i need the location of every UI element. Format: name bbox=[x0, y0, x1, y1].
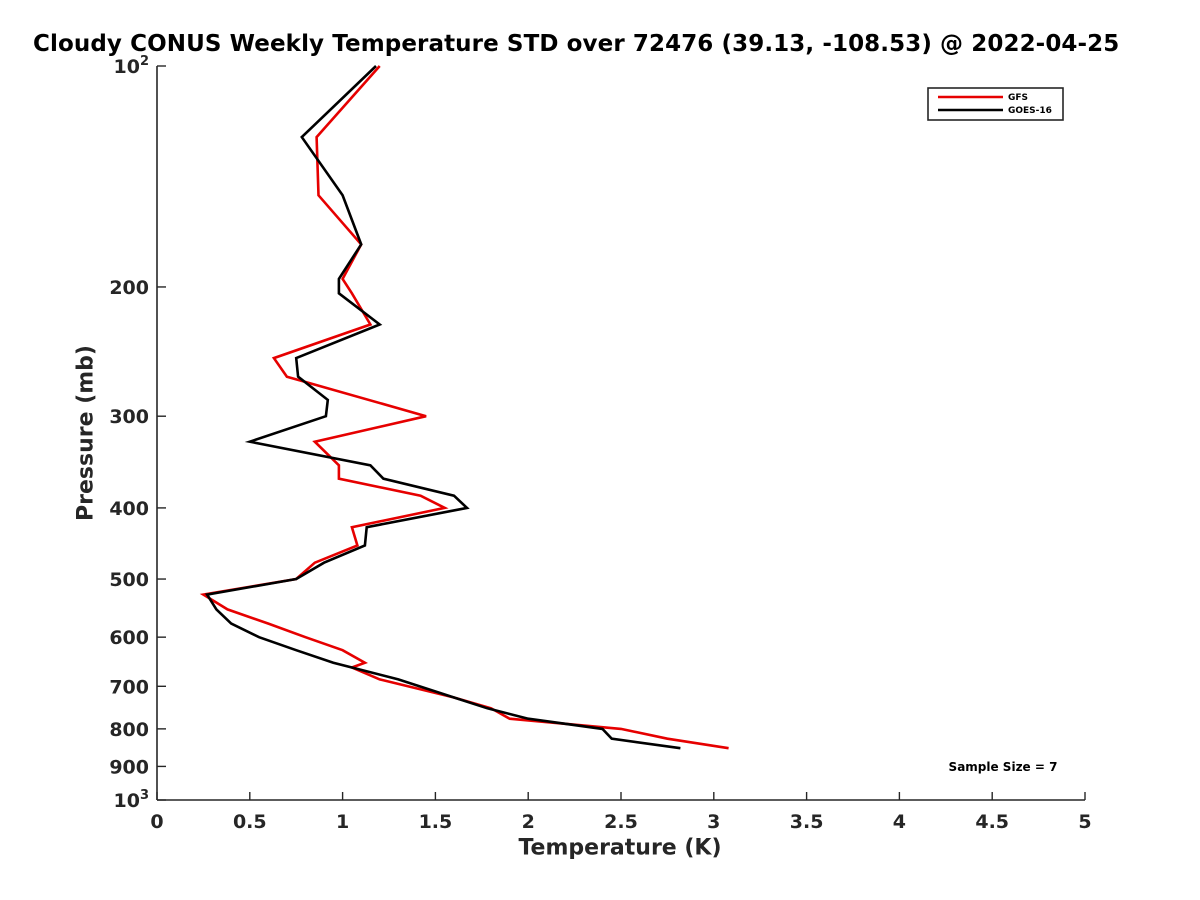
x-tick-label: 1 bbox=[336, 811, 349, 833]
y-tick-label: 400 bbox=[109, 498, 149, 520]
chart-title: Cloudy CONUS Weekly Temperature STD over… bbox=[33, 31, 1120, 57]
sample-size-annotation: Sample Size = 7 bbox=[948, 760, 1058, 774]
series-layer bbox=[199, 65, 729, 750]
series-line-gfs bbox=[199, 65, 729, 750]
y-tick-label: 700 bbox=[109, 676, 149, 698]
y-tick-label: 200 bbox=[109, 277, 149, 299]
x-tick-label: 5 bbox=[1078, 811, 1091, 833]
x-tick-label: 4.5 bbox=[975, 811, 1009, 833]
x-tick-label: 3.5 bbox=[790, 811, 824, 833]
axes-layer: 0 0.5 1 1.5 2 2.5 3 3.5 4 4.5 5 102 200 300 400 500 600 7… bbox=[109, 54, 1091, 833]
legend-label: GFS bbox=[1008, 93, 1028, 103]
x-axis-label: Temperature (K) bbox=[518, 835, 722, 861]
x-tick-label: 2.5 bbox=[604, 811, 638, 833]
legend-box bbox=[927, 87, 1064, 121]
y-tick-label: 900 bbox=[109, 756, 149, 778]
series-line-goes-16 bbox=[204, 65, 681, 750]
legend: GFS GOES-16 bbox=[927, 87, 1064, 121]
x-tick-label: 2 bbox=[522, 811, 535, 833]
x-tick-label: 4 bbox=[893, 811, 906, 833]
y-tick-label: 800 bbox=[109, 719, 149, 741]
y-tick-label: 500 bbox=[109, 569, 149, 591]
x-tick-label: 0 bbox=[150, 811, 163, 833]
x-tick-label: 0.5 bbox=[233, 811, 267, 833]
y-axis-label: Pressure (mb) bbox=[73, 345, 99, 521]
y-tick-label: 103 bbox=[114, 788, 150, 812]
legend-label: GOES-16 bbox=[1008, 106, 1052, 116]
y-tick-label: 300 bbox=[109, 406, 149, 428]
y-tick-label: 600 bbox=[109, 627, 149, 649]
y-tick-label: 102 bbox=[114, 54, 150, 78]
x-tick-label: 1.5 bbox=[419, 811, 453, 833]
x-tick-label: 3 bbox=[707, 811, 720, 833]
